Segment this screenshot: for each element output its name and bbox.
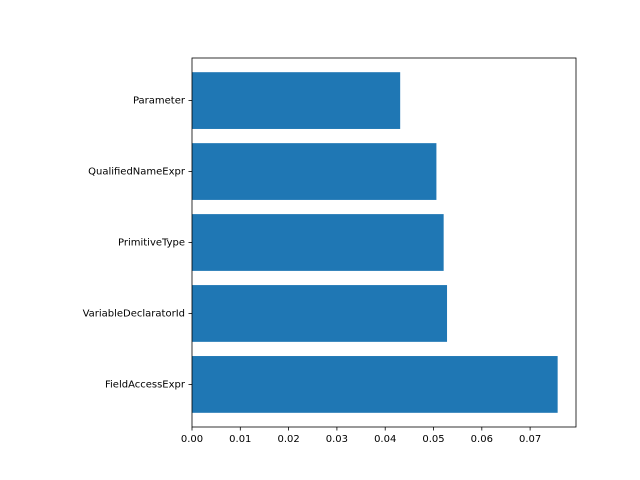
plot-frame xyxy=(191,57,577,428)
y-axis-ticks: Parameter QualifiedNameExpr PrimitiveType V… xyxy=(83,96,192,390)
x-tick-label: 0.00 xyxy=(181,434,203,445)
x-tick-label: 0.07 xyxy=(519,434,541,445)
bar-Parameter xyxy=(192,72,401,129)
bar-FieldAccessExpr xyxy=(192,356,558,413)
y-tick-label: PrimitiveType xyxy=(118,238,185,249)
bar-QualifiedNameExpr xyxy=(192,143,437,200)
x-tick-label: 0.01 xyxy=(229,434,251,445)
y-tick-label: Parameter xyxy=(133,96,186,107)
y-tick-label: FieldAccessExpr xyxy=(105,379,186,390)
bars-group xyxy=(192,72,558,413)
y-tick-label: VariableDeclaratorId xyxy=(83,308,185,319)
x-axis-ticks: 0.00 0.01 0.02 0.03 0.04 0.05 0.06 0.07 xyxy=(181,427,541,445)
y-tick-label: QualifiedNameExpr xyxy=(88,167,186,178)
bar-VariableDeclaratorId xyxy=(192,285,448,342)
x-tick-label: 0.06 xyxy=(471,434,493,445)
x-tick-label: 0.04 xyxy=(374,434,396,445)
x-tick-label: 0.03 xyxy=(326,434,348,445)
bar-PrimitiveType xyxy=(192,214,444,271)
x-tick-label: 0.05 xyxy=(422,434,444,445)
x-tick-label: 0.02 xyxy=(277,434,299,445)
